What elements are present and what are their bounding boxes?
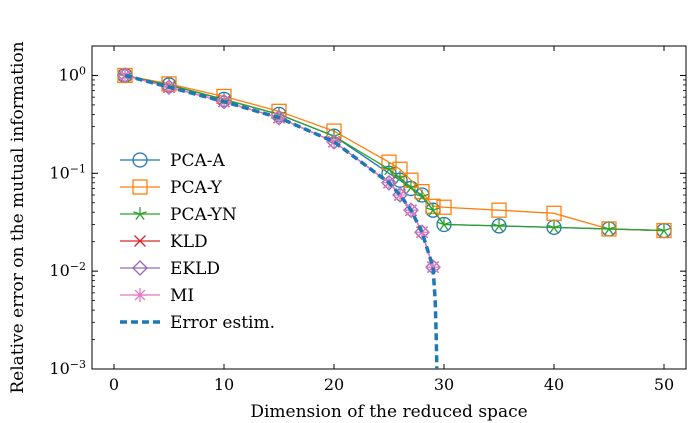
legend-label-kld: KLD <box>170 232 208 252</box>
data-point-pca-yn <box>492 218 506 232</box>
data-point-mi <box>118 68 132 83</box>
y-axis-label: Relative error on the mutual information <box>8 41 28 393</box>
data-point-mi <box>426 260 440 275</box>
legend-item-kld: KLD <box>120 232 208 252</box>
data-point-pca-y <box>491 202 507 218</box>
data-point-mi <box>327 134 341 149</box>
data-point-pca-yn <box>415 189 429 203</box>
data-point-pca-yn <box>404 180 418 194</box>
y-tick-label: 10−1 <box>49 162 86 183</box>
data-point-pca-y <box>546 205 562 221</box>
x-tick-label: 0 <box>109 375 119 394</box>
legend: PCA-A PCA-Y PCA-YN KLD EKLD MI Error estim. <box>120 151 275 333</box>
legend-marker-pca-yn <box>133 207 147 221</box>
x-axis-label: Dimension of the reduced space <box>250 402 527 422</box>
x-tick-label: 30 <box>434 375 454 394</box>
data-point-pca-y <box>436 199 452 215</box>
axes: 0 10 20 30 40 50 100 10−1 10−2 10−3 <box>49 45 687 394</box>
data-point-pca-yn <box>382 162 396 176</box>
y-tick-label: 100 <box>59 64 86 85</box>
legend-label-mi: MI <box>170 286 194 306</box>
data-point-pca-y <box>414 183 430 200</box>
plot-frame <box>91 45 687 370</box>
legend-label-error-estim: Error estim. <box>170 313 275 333</box>
plot-area <box>117 67 672 369</box>
legend-item-pca-a: PCA-A <box>120 151 225 171</box>
series-error-estim <box>124 73 439 369</box>
y-tick-label: 10−3 <box>49 358 86 379</box>
data-point-pca-yn <box>657 223 671 237</box>
legend-item-error-estim: Error estim. <box>120 313 275 333</box>
x-tick-label: 20 <box>324 375 344 394</box>
series-line-error-estim <box>124 73 439 369</box>
legend-item-pca-y: PCA-Y <box>120 178 223 198</box>
data-point-pca-yn <box>547 220 561 234</box>
y-tick-label: 10−2 <box>49 260 86 281</box>
legend-item-ekld: EKLD <box>120 259 220 279</box>
data-point-pca-y <box>425 198 441 214</box>
data-point-pca-yn <box>437 217 451 231</box>
legend-label-pca-yn: PCA-YN <box>170 205 237 225</box>
legend-marker-ekld <box>132 260 148 276</box>
x-tick-label: 40 <box>544 375 564 394</box>
x-tick-label: 50 <box>654 375 674 394</box>
data-point-mi <box>415 225 429 240</box>
legend-marker-kld <box>134 235 146 247</box>
legend-label-pca-a: PCA-A <box>170 151 225 171</box>
legend-marker-mi <box>133 288 147 302</box>
legend-item-mi: MI <box>120 286 194 306</box>
legend-label-ekld: EKLD <box>170 259 220 279</box>
data-point-mi <box>393 188 407 203</box>
legend-marker-pca-a <box>132 152 148 168</box>
legend-marker-pca-y <box>132 179 148 195</box>
legend-label-pca-y: PCA-Y <box>170 178 223 198</box>
data-point-pca-yn <box>426 203 440 217</box>
x-tick-label: 10 <box>214 375 234 394</box>
legend-item-pca-yn: PCA-YN <box>120 205 237 225</box>
data-point-pca-yn <box>602 221 616 235</box>
data-point-pca-yn <box>393 170 407 184</box>
series-line-pca-y <box>124 74 665 232</box>
